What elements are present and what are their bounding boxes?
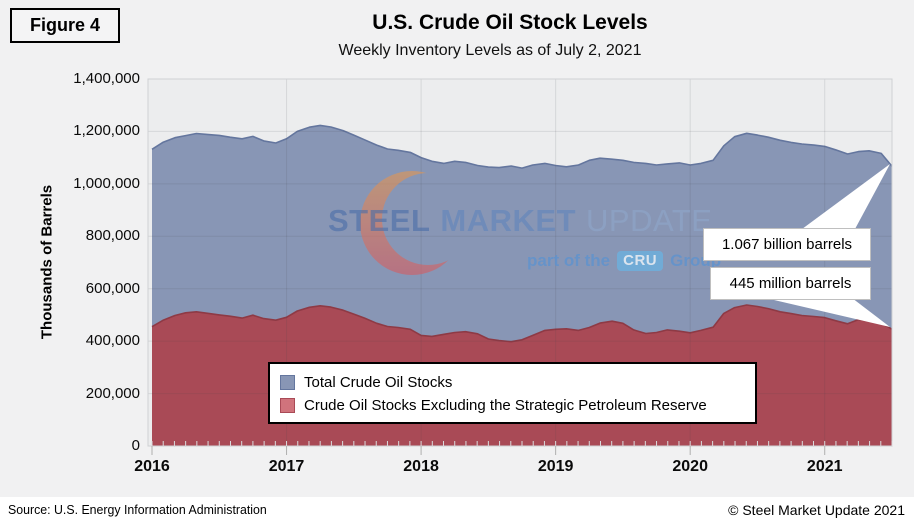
chart-subtitle: Weekly Inventory Levels as of July 2, 20… [338,42,642,59]
x-tick-label: 2017 [268,458,305,475]
copyright-note: © Steel Market Update 2021 [728,502,905,518]
figure-number-label: Figure 4 [30,15,101,35]
y-axis-title: Thousands of Barrels [38,184,56,340]
source-note: Source: U.S. Energy Information Administ… [8,502,267,517]
x-tick-label: 2018 [403,458,439,475]
chart-title: U.S. Crude Oil Stock Levels [372,11,648,34]
legend-label-excl-spr: Crude Oil Stocks Excluding the Strategic… [304,397,707,414]
y-tick-label: 200,000 [85,384,140,402]
x-tick-label: 2019 [537,458,574,475]
legend-swatch-excl-spr [280,398,295,413]
y-tick-label: 600,000 [85,279,140,297]
x-tick-label: 2016 [134,458,170,475]
y-tick-label: 800,000 [85,227,140,245]
y-tick-label: 0 [131,437,140,454]
x-tick-label: 2020 [672,458,708,475]
callout-excl-spr-stocks: 445 million barrels [710,267,871,300]
y-tick-label: 400,000 [85,332,140,350]
figure-number-box: Figure 4 [10,8,121,43]
legend-swatch-total [280,375,295,390]
legend: Total Crude Oil Stocks Crude Oil Stocks … [268,362,757,424]
y-tick-label: 1,000,000 [73,174,140,192]
y-tick-label: 1,400,000 [73,70,140,87]
legend-item-excl-spr: Crude Oil Stocks Excluding the Strategic… [280,394,745,417]
x-tick-label: 2021 [806,458,843,475]
legend-item-total: Total Crude Oil Stocks [280,371,745,394]
footer-bar: Source: U.S. Energy Information Administ… [0,497,914,524]
callout-total-stocks: 1.067 billion barrels [703,228,871,261]
y-tick-label: 1,200,000 [73,122,140,140]
legend-label-total: Total Crude Oil Stocks [304,374,453,391]
